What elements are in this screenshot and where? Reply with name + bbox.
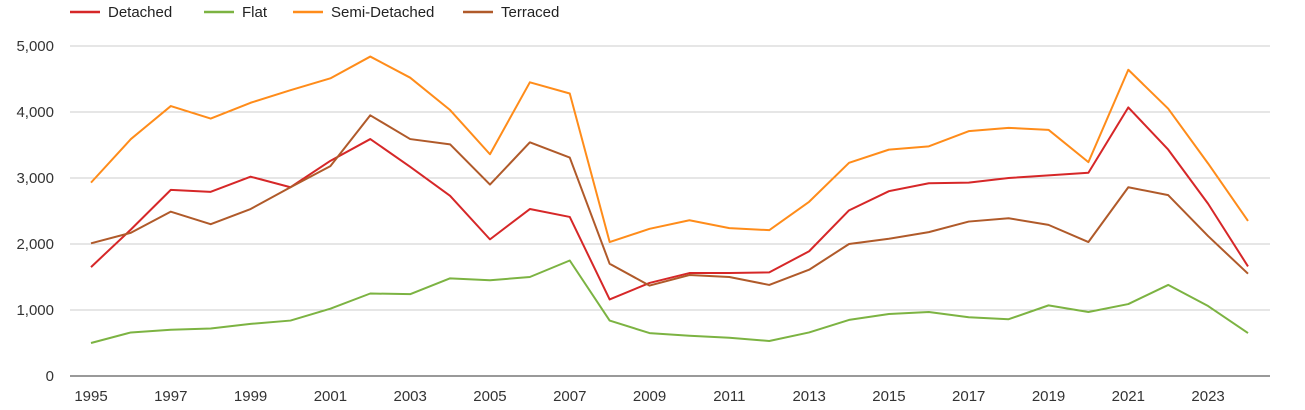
series-lines — [90, 55, 1249, 344]
legend-label-detached: Detached — [108, 4, 172, 21]
y-tick-label: 4,000 — [16, 104, 54, 121]
x-axis-ticks: 1995 1997 1999 2001 2003 2005 2007 2009 2011 2013… — [74, 388, 1224, 405]
x-tick-label: 2021 — [1112, 388, 1145, 405]
y-tick-label: 5,000 — [16, 38, 54, 55]
y-tick-label: 0 — [46, 368, 54, 385]
y-axis-ticks: 0 1,000 2,000 3,000 4,000 5,000 — [16, 38, 54, 385]
series-line-flat — [90, 259, 1249, 344]
x-tick-label: 2007 — [553, 388, 586, 405]
x-tick-label: 2017 — [952, 388, 985, 405]
x-tick-label: 2019 — [1032, 388, 1065, 405]
x-tick-label: 2023 — [1191, 388, 1224, 405]
series-line-semi-detached — [90, 55, 1249, 244]
x-tick-label: 1999 — [234, 388, 267, 405]
x-tick-label: 1995 — [74, 388, 107, 405]
legend-label-terraced: Terraced — [501, 4, 559, 21]
x-tick-label: 2013 — [792, 388, 825, 405]
legend: Detached Flat Semi-Detached Terraced — [70, 4, 559, 21]
x-tick-label: 1997 — [154, 388, 187, 405]
series-line-terraced — [90, 114, 1249, 287]
y-tick-label: 2,000 — [16, 236, 54, 253]
y-tick-label: 1,000 — [16, 302, 54, 319]
grid-lines — [70, 45, 1270, 311]
legend-label-semi-detached: Semi-Detached — [331, 4, 434, 21]
legend-label-flat: Flat — [242, 4, 268, 21]
x-tick-label: 2015 — [872, 388, 905, 405]
y-tick-label: 3,000 — [16, 170, 54, 187]
x-tick-label: 2005 — [473, 388, 506, 405]
series-line-detached — [90, 106, 1249, 301]
x-tick-label: 2011 — [713, 388, 745, 405]
x-tick-label: 2009 — [633, 388, 666, 405]
x-tick-label: 2001 — [314, 388, 347, 405]
x-tick-label: 2003 — [393, 388, 426, 405]
